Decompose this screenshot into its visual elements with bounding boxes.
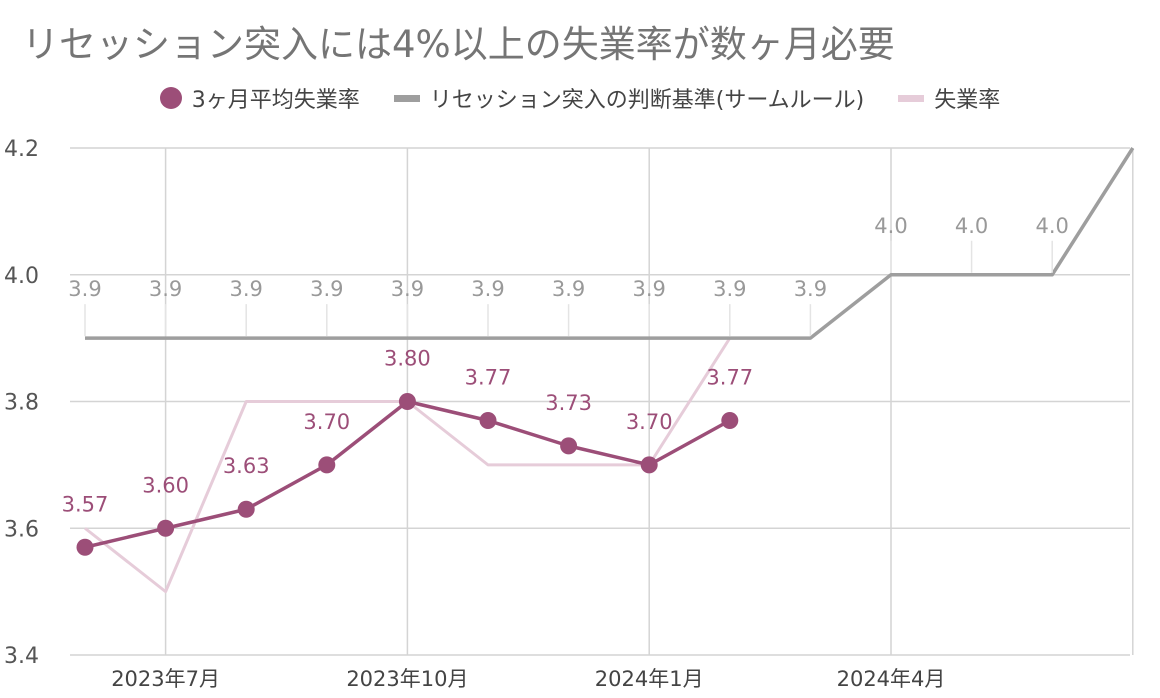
avg-data-label-3: 3.70 [303, 410, 350, 434]
avg-data-label-8: 3.77 [706, 366, 753, 390]
series-line-1 [85, 147, 1135, 340]
chart-title: リセッション突入には4%以上の失業率が数ヶ月必要 [22, 23, 895, 66]
avg-data-label-5: 3.77 [465, 366, 512, 390]
x-tick-label-2: 2024年1月 [595, 667, 704, 691]
avg-point-5 [479, 412, 497, 430]
sahm-data-label-3: 3.9 [310, 277, 343, 301]
sahm-data-label-6: 3.9 [552, 277, 585, 301]
sahm-data-label-1: 3.9 [149, 277, 182, 301]
avg-point-3 [318, 456, 336, 474]
sahm-data-label-7: 3.9 [632, 277, 665, 301]
legend-swatch-sahm [393, 94, 420, 102]
avg-data-label-0: 3.57 [62, 492, 109, 516]
legend-label-avg: 3ヶ月平均失業率 [191, 88, 360, 113]
y-tick-label-2: 3.8 [4, 391, 39, 416]
sahm-data-label-2: 3.9 [229, 277, 262, 301]
sahm-data-label-8: 3.9 [713, 277, 746, 301]
avg-point-4 [398, 393, 416, 410]
sahm-data-label-0: 3.9 [68, 277, 101, 301]
sahm-data-label-9: 3.9 [794, 277, 827, 301]
y-tick-label-3: 4.0 [4, 264, 39, 289]
avg-point-6 [560, 437, 578, 455]
x-tick-label-0: 2023年7月 [111, 667, 220, 691]
avg-point-2 [237, 500, 255, 518]
legend: 3ヶ月平均失業率 リセッション突入の判断基準(サームルール) 失業率 [0, 82, 1160, 114]
x-tick-label-1: 2023年10月 [346, 667, 468, 691]
x-tick-label-3: 2024年4月 [837, 667, 946, 691]
avg-point-7 [640, 456, 658, 474]
legend-item-avg[interactable]: 3ヶ月平均失業率 [159, 82, 360, 114]
legend-item-sahm[interactable]: リセッション突入の判断基準(サームルール) [393, 82, 865, 114]
avg-data-label-1: 3.60 [142, 473, 189, 497]
legend-swatch-rate [898, 94, 925, 102]
avg-point-8 [721, 412, 739, 430]
legend-label-rate: 失業率 [934, 88, 1001, 113]
y-tick-label-4: 4.2 [4, 137, 39, 162]
avg-data-label-2: 3.63 [223, 454, 270, 478]
y-tick-label-0: 3.4 [4, 644, 39, 669]
sahm-data-label-11: 4.0 [955, 214, 988, 238]
legend-swatch-avg [159, 87, 182, 109]
legend-item-rate[interactable]: 失業率 [898, 82, 1000, 114]
sahm-data-label-12: 4.0 [1035, 214, 1068, 238]
avg-data-label-7: 3.70 [626, 410, 673, 434]
avg-point-0 [76, 538, 94, 556]
sahm-data-label-4: 3.9 [391, 277, 424, 301]
y-tick-label-1: 3.6 [4, 517, 39, 542]
legend-label-sahm: リセッション突入の判断基準(サームルール) [429, 88, 865, 113]
avg-point-1 [157, 519, 175, 537]
avg-data-label-6: 3.73 [545, 391, 592, 415]
sahm-data-label-10: 4.0 [874, 214, 907, 238]
avg-data-label-4: 3.80 [384, 347, 431, 371]
sahm-data-label-5: 3.9 [471, 277, 504, 301]
